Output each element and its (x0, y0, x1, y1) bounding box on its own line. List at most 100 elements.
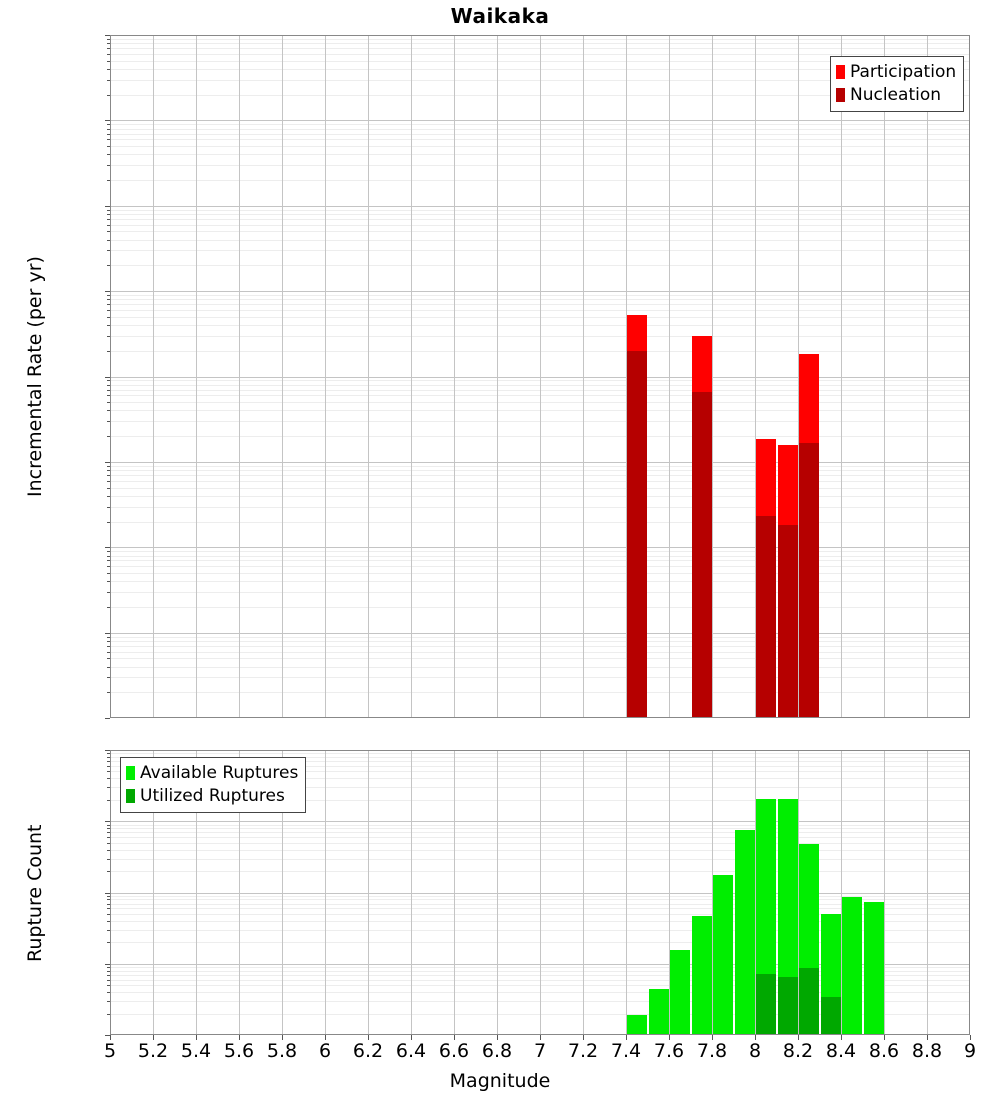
gridline-vertical (110, 751, 111, 1034)
y-tick-mark (105, 376, 110, 378)
gridline-vertical (325, 36, 326, 717)
x-tick-label: 5 (103, 1040, 117, 1062)
x-tick-mark (196, 1035, 197, 1040)
bar-available-ruptures (734, 829, 755, 1034)
gridline-vertical (540, 36, 541, 717)
gridline-vertical (282, 36, 283, 717)
y-tick-mark (107, 692, 110, 694)
y-tick-mark (107, 154, 110, 156)
y-tick-mark (107, 384, 110, 386)
y-tick-mark (107, 421, 110, 423)
y-tick-mark (107, 849, 110, 851)
y-tick-mark (107, 60, 110, 62)
y-tick-mark (105, 291, 110, 293)
y-tick-mark (105, 547, 110, 549)
y-tick-mark (107, 304, 110, 306)
y-tick-mark (107, 842, 110, 844)
gridline-vertical (239, 36, 240, 717)
y-tick-mark (107, 591, 110, 593)
legend-swatch-icon (126, 766, 135, 781)
x-tick-label: 6.4 (395, 1040, 427, 1062)
y-tick-mark (107, 979, 110, 981)
y-tick-mark (107, 316, 110, 318)
bar-nucleation (756, 515, 776, 717)
gridline-vertical (583, 36, 584, 717)
top-plot-panel (110, 35, 970, 718)
bottom-legend-item[interactable]: Utilized Ruptures (126, 785, 298, 808)
page-title: Waikaka (450, 4, 550, 28)
y-tick-mark (107, 828, 110, 830)
y-tick-mark (105, 35, 110, 36)
bar-nucleation (627, 350, 647, 717)
y-tick-mark (107, 753, 110, 755)
top-legend-item[interactable]: Nucleation (836, 84, 956, 107)
x-tick-label: 8.2 (782, 1040, 814, 1062)
y-tick-mark (107, 470, 110, 472)
x-tick-label: 6.2 (352, 1040, 384, 1062)
x-tick-mark (626, 1035, 627, 1040)
bar-utilized-ruptures (820, 997, 841, 1034)
legend-swatch-icon (836, 88, 845, 103)
top-plot-legend[interactable]: Participation Nucleation (830, 56, 965, 112)
y-tick-mark (107, 214, 110, 216)
top-plot-y-ticks: 10-210-310-410-510-610-710-810-910-10 (0, 0, 110, 1100)
legend-swatch-icon (836, 65, 845, 80)
gridline-vertical (368, 36, 369, 717)
y-tick-mark (107, 43, 110, 45)
top-legend-item[interactable]: Participation (836, 61, 956, 84)
y-tick-mark (107, 566, 110, 568)
y-tick-mark (105, 120, 110, 122)
y-tick-mark (107, 380, 110, 382)
x-tick-label: 6.8 (481, 1040, 513, 1062)
y-tick-mark (107, 658, 110, 660)
gridline-vertical (798, 36, 799, 717)
x-tick-mark (282, 1035, 283, 1040)
y-tick-mark (107, 128, 110, 130)
gridline-vertical (110, 36, 111, 717)
legend-label: Utilized Ruptures (140, 785, 285, 806)
y-tick-mark (107, 1013, 110, 1015)
bar-available-ruptures (842, 897, 862, 1034)
y-tick-mark (107, 521, 110, 523)
bar-available-ruptures (691, 916, 712, 1034)
bottom-legend-item[interactable]: Available Ruptures (126, 762, 298, 785)
x-tick-mark (927, 1035, 928, 1040)
gridline-vertical (755, 751, 756, 1034)
bar-utilized-ruptures (799, 968, 819, 1034)
y-tick-mark (107, 310, 110, 312)
y-tick-mark (107, 325, 110, 327)
y-tick-mark (107, 858, 110, 860)
y-tick-mark (107, 606, 110, 608)
legend-label: Participation (850, 62, 957, 82)
y-tick-mark (107, 224, 110, 226)
gridline-vertical (884, 751, 885, 1034)
x-tick-mark (540, 1035, 541, 1040)
x-tick-label: 5.8 (266, 1040, 298, 1062)
gridline-vertical (712, 36, 713, 717)
y-tick-mark (107, 506, 110, 508)
y-tick-mark (107, 402, 110, 404)
y-tick-mark (107, 765, 110, 767)
y-tick-mark (107, 465, 110, 467)
bar-nucleation (691, 392, 712, 717)
y-tick-mark (107, 436, 110, 438)
gridline-vertical (841, 751, 842, 1034)
gridline-vertical (239, 751, 240, 1034)
x-tick-label: 7.6 (653, 1040, 685, 1062)
y-tick-mark (107, 295, 110, 297)
x-tick-mark (712, 1035, 713, 1040)
bottom-plot-y-ticks: 104103102101100 (0, 0, 110, 1100)
y-tick-mark (107, 572, 110, 574)
x-tick-label: 5.2 (137, 1040, 169, 1062)
x-tick-label: 8 (748, 1040, 762, 1062)
gridline-vertical (798, 751, 799, 1034)
y-tick-mark (105, 892, 110, 894)
bottom-plot-legend[interactable]: Available Ruptures Utilized Ruptures (120, 757, 307, 813)
y-tick-mark (107, 778, 110, 780)
y-tick-mark (107, 146, 110, 148)
gridline-vertical (196, 751, 197, 1034)
x-tick-mark (325, 1035, 326, 1040)
y-tick-mark (107, 581, 110, 583)
gridline-vertical (196, 36, 197, 717)
bar-nucleation (777, 525, 798, 717)
